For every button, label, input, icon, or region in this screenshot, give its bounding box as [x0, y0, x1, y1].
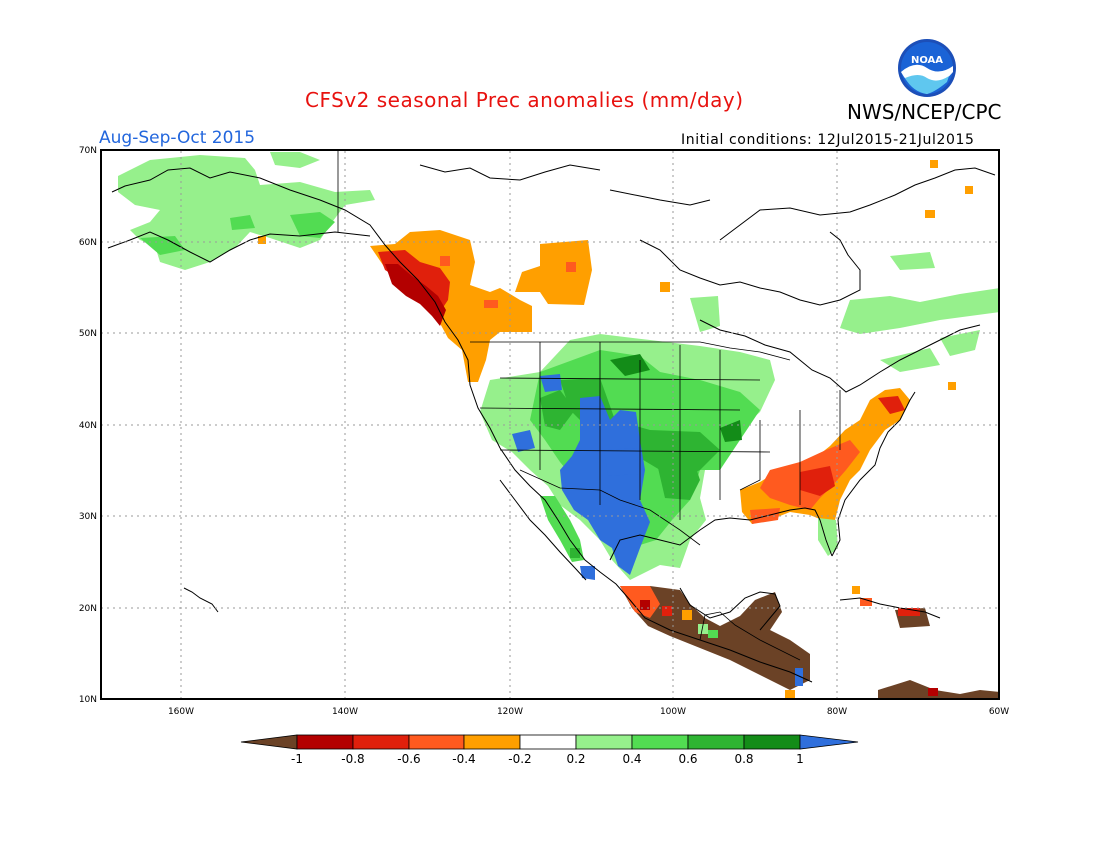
lat-label: 50N	[79, 329, 97, 339]
colorbar-arrow-max	[799, 734, 859, 750]
coastlines	[107, 164, 996, 683]
colorbar-label: -0.8	[341, 752, 364, 766]
lon-label: 60W	[989, 707, 1009, 717]
political-borders	[337, 150, 841, 661]
lat-axis: 70N 60N 50N 40N 30N 20N 10N	[79, 146, 97, 705]
lat-label: 30N	[79, 512, 97, 522]
map-frame	[100, 149, 1000, 700]
lon-label: 120W	[497, 707, 523, 717]
lat-label: 10N	[79, 695, 97, 705]
colorbar-label: -1	[291, 752, 303, 766]
lon-label: 100W	[660, 707, 686, 717]
grid-lines	[101, 151, 999, 699]
colorbar-swatch	[463, 734, 521, 750]
colorbar-label: 0.6	[678, 752, 697, 766]
colorbar-swatch	[631, 734, 689, 750]
colorbar-label: -0.4	[452, 752, 475, 766]
lon-label: 140W	[332, 707, 358, 717]
lat-label: 70N	[79, 146, 97, 156]
colorbar-label: 1	[796, 752, 804, 766]
colorbar-swatch	[296, 734, 354, 750]
lon-label: 80W	[827, 707, 847, 717]
map-title: CFSv2 seasonal Prec anomalies (mm/day)	[305, 88, 744, 112]
logo-text: NOAA	[911, 55, 943, 66]
lon-label: 160W	[168, 707, 194, 717]
colorbar-swatch	[687, 734, 745, 750]
lat-label: 40N	[79, 421, 97, 431]
colorbar-label: 0.2	[566, 752, 585, 766]
colorbar-label: 0.4	[622, 752, 641, 766]
colorbar	[240, 734, 859, 750]
season-label: Aug-Sep-Oct 2015	[99, 128, 256, 148]
colorbar-swatch	[575, 734, 633, 750]
colorbar-swatch	[743, 734, 801, 750]
initial-conditions-label: Initial conditions: 12Jul2015-21Jul2015	[681, 132, 975, 148]
colorbar-label: -0.6	[397, 752, 420, 766]
colorbar-arrow-min	[240, 734, 298, 750]
colorbar-label: -0.2	[508, 752, 531, 766]
colorbar-label: 0.8	[734, 752, 753, 766]
lon-axis: 160W 140W 120W 100W 80W 60W	[168, 707, 1009, 717]
agency-label: NWS/NCEP/CPC	[847, 100, 1002, 124]
lat-label: 60N	[79, 238, 97, 248]
colorbar-swatch	[352, 734, 410, 750]
colorbar-swatch	[519, 734, 577, 750]
lat-label: 20N	[79, 604, 97, 614]
noaa-logo: NOAA	[898, 39, 956, 97]
colorbar-labels: -1 -0.8 -0.6 -0.4 -0.2 0.2 0.4 0.6 0.8 1	[291, 752, 804, 766]
colorbar-swatch	[408, 734, 465, 750]
